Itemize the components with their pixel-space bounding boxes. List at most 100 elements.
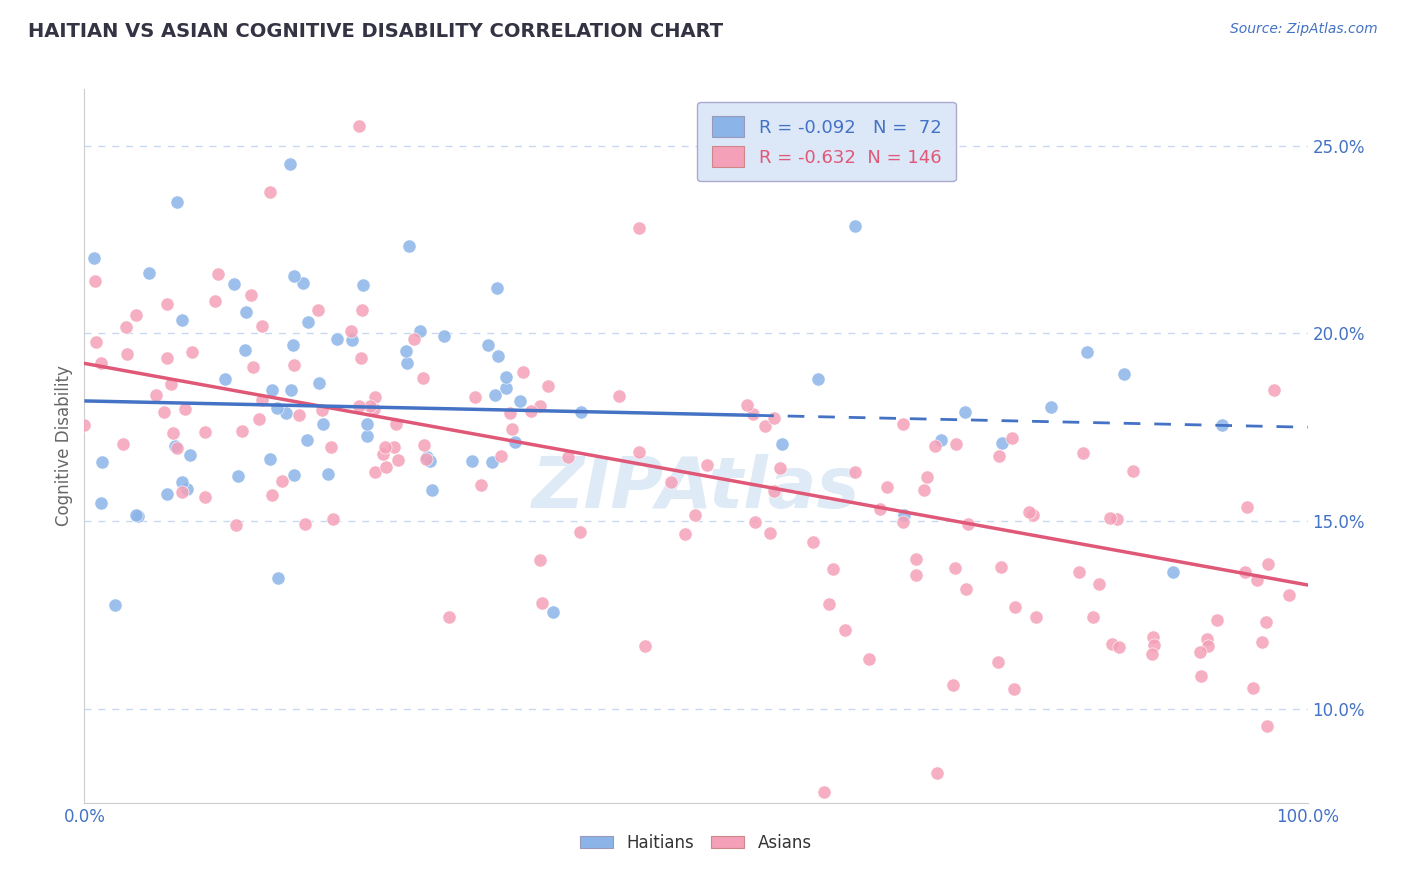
Point	[91, 455, 114, 469]
Point	[529, 552, 551, 566]
Point	[925, 765, 948, 780]
Point	[955, 582, 977, 596]
Point	[987, 655, 1010, 669]
Point	[153, 404, 176, 418]
Point	[509, 393, 531, 408]
Point	[1002, 681, 1025, 696]
Point	[893, 508, 915, 522]
Point	[1076, 345, 1098, 359]
Point	[214, 371, 236, 385]
Point	[260, 383, 283, 397]
Point	[763, 484, 786, 499]
Point	[1081, 610, 1104, 624]
Point	[628, 445, 651, 459]
Point	[395, 344, 418, 359]
Point	[259, 185, 281, 199]
Text: HAITIAN VS ASIAN COGNITIVE DISABILITY CORRELATION CHART: HAITIAN VS ASIAN COGNITIVE DISABILITY CO…	[28, 22, 723, 41]
Point	[240, 288, 263, 302]
Point	[834, 623, 856, 637]
Point	[374, 440, 396, 454]
Point	[375, 460, 398, 475]
Point	[84, 274, 107, 288]
Point	[259, 451, 281, 466]
Text: Source: ZipAtlas.com: Source: ZipAtlas.com	[1230, 22, 1378, 37]
Point	[228, 468, 250, 483]
Point	[754, 418, 776, 433]
Point	[557, 450, 579, 464]
Point	[1108, 640, 1130, 654]
Point	[818, 597, 841, 611]
Point	[1143, 638, 1166, 652]
Point	[231, 425, 253, 439]
Point	[844, 219, 866, 234]
Point	[1254, 615, 1277, 629]
Point	[481, 455, 503, 469]
Point	[347, 119, 370, 133]
Point	[326, 332, 349, 346]
Point	[266, 401, 288, 416]
Point	[350, 303, 373, 318]
Point	[519, 403, 541, 417]
Point	[924, 439, 946, 453]
Point	[322, 511, 344, 525]
Point	[915, 470, 938, 484]
Point	[505, 435, 527, 450]
Point	[311, 402, 333, 417]
Point	[307, 302, 329, 317]
Point	[225, 517, 247, 532]
Point	[945, 437, 967, 451]
Text: ZIPAtlas: ZIPAtlas	[531, 454, 860, 524]
Point	[529, 399, 551, 413]
Point	[912, 483, 935, 497]
Point	[1114, 368, 1136, 382]
Point	[1211, 417, 1233, 432]
Point	[953, 405, 976, 419]
Point	[308, 376, 330, 391]
Point	[125, 508, 148, 523]
Point	[991, 436, 1014, 450]
Point	[942, 678, 965, 692]
Point	[943, 561, 966, 575]
Point	[1140, 647, 1163, 661]
Point	[395, 356, 418, 370]
Point	[387, 453, 409, 467]
Point	[1098, 510, 1121, 524]
Point	[1246, 573, 1268, 587]
Point	[1025, 610, 1047, 624]
Point	[1257, 557, 1279, 571]
Point	[541, 606, 564, 620]
Point	[242, 359, 264, 374]
Point	[288, 408, 311, 422]
Point	[696, 458, 718, 472]
Point	[758, 525, 780, 540]
Point	[114, 320, 136, 334]
Point	[891, 417, 914, 432]
Point	[398, 239, 420, 253]
Point	[537, 378, 560, 392]
Point	[1234, 565, 1257, 579]
Point	[844, 465, 866, 479]
Point	[988, 449, 1011, 463]
Point	[250, 393, 273, 408]
Point	[413, 438, 436, 452]
Point	[858, 652, 880, 666]
Point	[569, 405, 592, 419]
Point	[461, 454, 484, 468]
Point	[769, 461, 792, 475]
Point	[204, 293, 226, 308]
Point	[876, 479, 898, 493]
Point	[156, 296, 179, 310]
Point	[267, 571, 290, 585]
Point	[744, 515, 766, 529]
Point	[990, 560, 1012, 574]
Point	[356, 417, 378, 431]
Point	[316, 467, 339, 482]
Point	[222, 277, 245, 292]
Point	[1197, 639, 1219, 653]
Point	[104, 598, 127, 612]
Point	[179, 448, 201, 462]
Point	[1241, 681, 1264, 695]
Point	[419, 454, 441, 468]
Point	[194, 425, 217, 439]
Point	[891, 515, 914, 529]
